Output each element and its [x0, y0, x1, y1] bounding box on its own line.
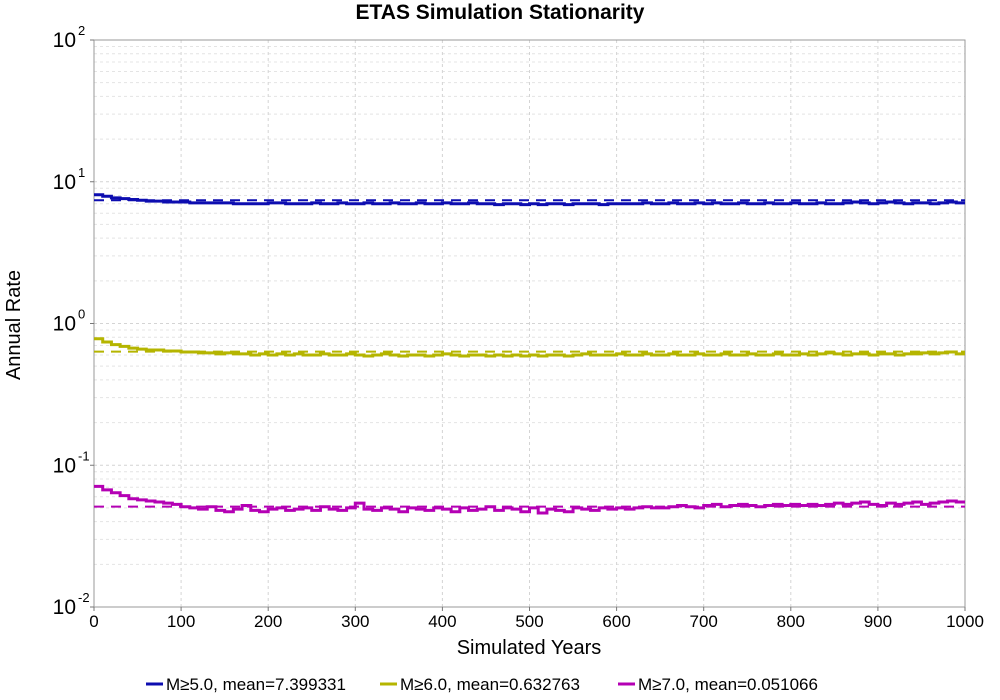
- y-tick-mantissa: 10: [53, 171, 76, 194]
- y-tick-mantissa: 10: [53, 596, 76, 619]
- y-tick-exponent: 0: [78, 307, 85, 322]
- y-tick-mantissa: 10: [53, 454, 76, 477]
- legend: M≥5.0, mean=7.399331 M≥6.0, mean=0.632763…: [146, 675, 818, 694]
- x-tick-label: 0: [89, 612, 98, 631]
- y-tick-label: 10 -1: [53, 448, 90, 477]
- x-tick-label: 600: [602, 612, 630, 631]
- legend-label-1: M≥5.0, mean=7.399331: [166, 675, 346, 694]
- legend-label-2: M≥6.0, mean=0.632763: [400, 675, 580, 694]
- x-tick-label: 800: [777, 612, 805, 631]
- x-tick-label: 900: [864, 612, 892, 631]
- series-line-1: [94, 193, 965, 207]
- x-tick-label: 400: [428, 612, 456, 631]
- x-tick-label: 200: [254, 612, 282, 631]
- y-axis-label: Annual Rate: [3, 270, 25, 380]
- chart-title: ETAS Simulation Stationarity: [356, 1, 645, 24]
- x-tick-label: 100: [167, 612, 195, 631]
- x-tick-label: 700: [690, 612, 718, 631]
- mean-lines: [94, 199, 965, 508]
- x-axis-label: Simulated Years: [457, 637, 602, 659]
- y-tick-mantissa: 10: [53, 29, 76, 52]
- y-tick-label: 10 2: [53, 23, 86, 52]
- y-tick-exponent: 1: [78, 165, 85, 180]
- y-tick-label: 10 -2: [53, 590, 90, 619]
- y-tick-exponent: 2: [78, 23, 85, 38]
- legend-label-3: M≥7.0, mean=0.051066: [638, 675, 818, 694]
- series-lines: [94, 193, 965, 515]
- x-axis-ticks: 0 100 200 300 400 500 600 700 800 900 1000: [89, 607, 984, 631]
- y-tick-mantissa: 10: [53, 313, 76, 336]
- series-line-3: [94, 484, 965, 515]
- x-tick-label: 1000: [946, 612, 984, 631]
- x-tick-label: 500: [515, 612, 543, 631]
- series-line-2: [94, 337, 965, 358]
- y-tick-label: 10 1: [53, 165, 86, 194]
- x-tick-label: 300: [341, 612, 369, 631]
- y-tick-exponent: -1: [78, 448, 90, 463]
- y-tick-exponent: -2: [78, 590, 90, 605]
- y-tick-label: 10 0: [53, 307, 86, 336]
